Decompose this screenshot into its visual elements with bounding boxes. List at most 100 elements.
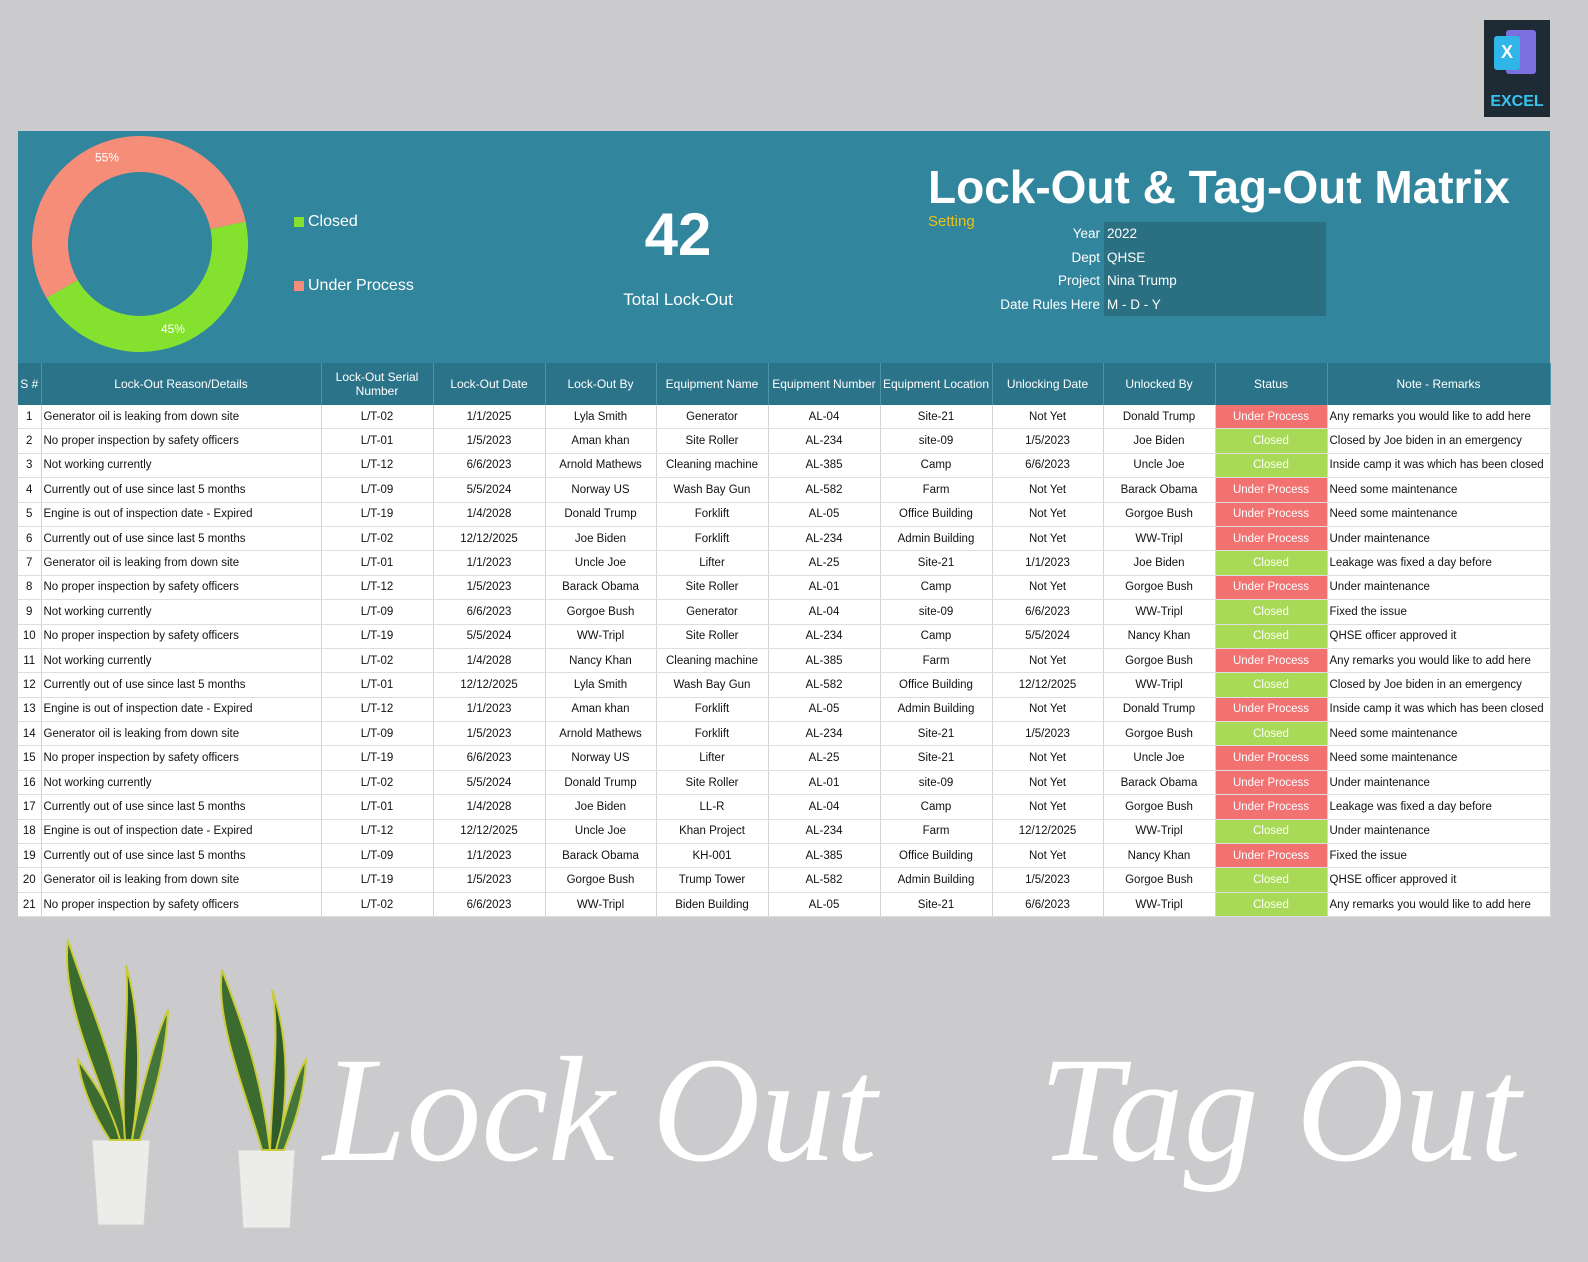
table-cell: Wash Bay Gun — [656, 672, 769, 698]
header-cell: Lock-Out By — [545, 363, 657, 405]
table-cell: Fixed the issue — [1327, 599, 1551, 625]
table-cell: Leakage was fixed a day before — [1327, 794, 1551, 820]
script-text: Tag Out — [1039, 1027, 1524, 1193]
table-cell: AL-234 — [768, 721, 881, 747]
table-cell: 1/5/2023 — [433, 428, 546, 454]
table-cell: L/T-02 — [321, 405, 434, 430]
status-cell: Closed — [1215, 550, 1328, 576]
table-cell: Camp — [880, 624, 993, 649]
table-cell: Generator — [656, 599, 769, 625]
table-cell: QHSE officer approved it — [1327, 624, 1551, 649]
table-cell: Not Yet — [992, 526, 1104, 552]
plants — [66, 939, 308, 1229]
table-cell: Site-21 — [880, 721, 993, 747]
table-cell: AL-05 — [768, 502, 881, 527]
table-cell: AL-234 — [768, 428, 881, 454]
table-cell: Need some maintenance — [1327, 745, 1551, 771]
table-cell: L/T-19 — [321, 745, 434, 771]
table-cell: Generator oil is leaking from down site — [41, 405, 322, 430]
table-cell: Joe Biden — [545, 794, 657, 820]
table-cell: Barack Obama — [1103, 477, 1216, 503]
table-cell: Barack Obama — [545, 575, 657, 601]
table-cell: Under maintenance — [1327, 575, 1551, 601]
table-row: 11 Not working currently L/T-02 1/4/2028 Nan… — [18, 648, 1551, 674]
header-cell: Lock-Out Reason/Details — [41, 363, 322, 405]
header-cell: Note - Remarks — [1327, 363, 1551, 405]
table-cell: L/T-19 — [321, 502, 434, 527]
table-cell: Aman khan — [545, 428, 657, 454]
table-cell: 1/5/2023 — [433, 867, 546, 893]
table-cell: Nancy Khan — [545, 648, 657, 674]
table-cell: 1/1/2025 — [433, 405, 546, 430]
table-cell: AL-234 — [768, 624, 881, 649]
table-cell: Norway US — [545, 477, 657, 503]
table-cell: Any remarks you would like to add here — [1327, 892, 1551, 918]
setting-label: Setting — [928, 213, 975, 230]
table-cell: Site Roller — [656, 770, 769, 796]
matrix-table: S # Lock-Out Reason/Details Lock-Out Seria… — [18, 363, 1551, 918]
table-cell: Forklift — [656, 721, 769, 747]
table-cell: Engine is out of inspection date - Expir… — [41, 502, 322, 527]
table-cell: Aman khan — [545, 697, 657, 723]
table-cell: Not Yet — [992, 502, 1104, 527]
table-cell: L/T-12 — [321, 575, 434, 601]
leaf — [130, 1009, 169, 1141]
table-cell: 1/5/2023 — [992, 867, 1104, 893]
legend-label: Under Process — [308, 277, 414, 294]
table-cell: site-09 — [880, 770, 993, 796]
status-cell: Closed — [1215, 721, 1328, 747]
table-cell: Engine is out of inspection date - Expir… — [41, 697, 322, 723]
table-cell: 5 — [18, 502, 42, 527]
table-cell: L/T-01 — [321, 794, 434, 820]
table-row: 2 No proper inspection by safety officers… — [18, 428, 1551, 454]
table-cell: L/T-02 — [321, 648, 434, 674]
status-cell: Under Process — [1215, 502, 1328, 527]
script-text: Lock Out — [321, 1027, 880, 1193]
table-cell: L/T-09 — [321, 599, 434, 625]
table-cell: No proper inspection by safety officers — [41, 428, 322, 454]
legend-label: Closed — [308, 213, 358, 230]
table-cell: 3 — [18, 453, 42, 479]
table-cell: WW-Tripl — [1103, 819, 1216, 845]
table-cell: 4 — [18, 477, 42, 503]
table-cell: Donald Trump — [1103, 697, 1216, 723]
table-cell: Gorgoe Bush — [1103, 502, 1216, 527]
table-cell: 6/6/2023 — [992, 453, 1104, 479]
table-cell: Site-21 — [880, 745, 993, 771]
setting-row: Year 2022 — [980, 222, 1326, 246]
table-cell: 16 — [18, 770, 42, 796]
header-cell: Status — [1215, 363, 1328, 405]
table-cell: Joe Biden — [1103, 428, 1216, 454]
status-cell: Under Process — [1215, 405, 1328, 430]
table-cell: L/T-09 — [321, 721, 434, 747]
header-cell: Equipment Name — [656, 363, 769, 405]
table-cell: 21 — [18, 892, 42, 918]
status-cell: Under Process — [1215, 697, 1328, 723]
table-cell: 5/5/2024 — [433, 624, 546, 649]
table-cell: 6 — [18, 526, 42, 552]
table-cell: No proper inspection by safety officers — [41, 624, 322, 649]
table-cell: Farm — [880, 819, 993, 845]
table-cell: 12/12/2025 — [433, 672, 546, 698]
table-cell: AL-234 — [768, 819, 881, 845]
table-cell: Inside camp it was which has been closed — [1327, 453, 1551, 479]
table-cell: 12/12/2025 — [992, 819, 1104, 845]
status-cell: Under Process — [1215, 794, 1328, 820]
total-label: Total Lock-Out — [623, 290, 733, 309]
table-cell: Donald Trump — [1103, 405, 1216, 430]
table-cell: Site Roller — [656, 624, 769, 649]
segment-label: 55% — [95, 150, 119, 164]
status-cell: Under Process — [1215, 648, 1328, 674]
table-cell: Farm — [880, 648, 993, 674]
table-cell: Gorgoe Bush — [1103, 721, 1216, 747]
table-cell: L/T-19 — [321, 624, 434, 649]
table-cell: Camp — [880, 794, 993, 820]
table-cell: 1/1/2023 — [433, 550, 546, 576]
table-cell: Donald Trump — [545, 770, 657, 796]
header-cell: Lock-Out Serial Number — [321, 363, 434, 405]
table-cell: No proper inspection by safety officers — [41, 745, 322, 771]
table-cell: No proper inspection by safety officers — [41, 892, 322, 918]
table-cell: AL-582 — [768, 867, 881, 893]
table-cell: 1/1/2023 — [433, 697, 546, 723]
table-cell: Lyla Smith — [545, 672, 657, 698]
